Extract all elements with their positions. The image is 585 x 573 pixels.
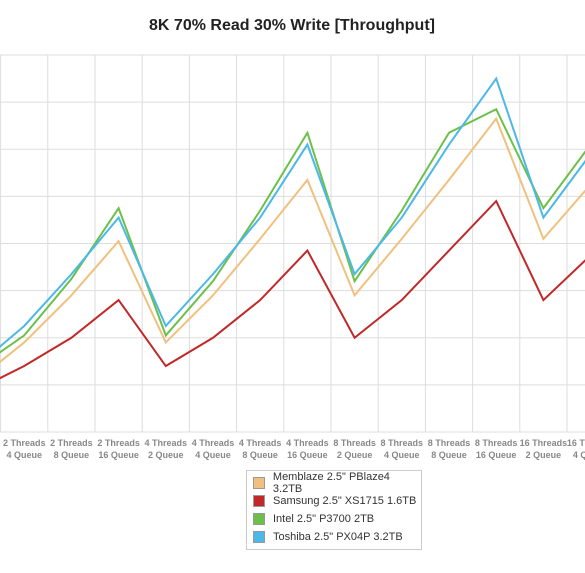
series-line (0, 199, 585, 380)
legend-swatch (253, 531, 265, 543)
chart-title: 8K 70% Read 30% Write [Throughput] (149, 17, 435, 34)
legend-item: Intel 2.5" P3700 2TB (247, 510, 421, 528)
legend-item: Memblaze 2.5" PBlaze4 3.2TB (247, 471, 421, 495)
x-tick-label: 16 Threads 4 Queue (566, 438, 585, 460)
series-line (0, 107, 585, 354)
x-tick-label: 2 Threads 8 Queue (50, 438, 93, 460)
series-line (0, 76, 585, 348)
legend-label: Memblaze 2.5" PBlaze4 3.2TB (272, 471, 390, 495)
series-line (0, 116, 585, 364)
x-tick-label: 8 Threads 4 Queue (380, 438, 424, 460)
x-tick-label: 4 Threads 16 Queue (286, 438, 329, 460)
x-tick-label: 8 Threads 16 Queue (474, 438, 518, 460)
x-tick-label: 4 Threads 4 Queue (191, 438, 235, 460)
x-tick-label: 2 Threads 16 Queue (97, 438, 140, 460)
legend-label: Toshiba 2.5" PX04P 3.2TB (273, 531, 403, 543)
x-tick-label: 16 Threads 2 Queue (519, 438, 568, 460)
legend-swatch (253, 495, 265, 507)
x-tick-label: 4 Threads 2 Queue (144, 438, 188, 460)
legend-label: Samsung 2.5" XS1715 1.6TB (273, 495, 417, 507)
legend-item: Toshiba 2.5" PX04P 3.2TB (247, 528, 421, 546)
plot-area (0, 54, 585, 433)
x-tick-label: 2 Threads 4 Queue (2, 438, 46, 460)
legend-swatch (253, 477, 265, 489)
x-tick-label: 8 Threads 8 Queue (427, 438, 471, 460)
legend-item: Samsung 2.5" XS1715 1.6TB (247, 492, 421, 510)
legend-swatch (253, 513, 265, 525)
legend-label: Intel 2.5" P3700 2TB (273, 513, 375, 525)
legend: Memblaze 2.5" PBlaze4 3.2TB Samsung 2.5" … (246, 470, 422, 550)
x-tick-label: 4 Threads 8 Queue (238, 438, 282, 460)
x-tick-label: 8 Threads 2 Queue (333, 438, 376, 460)
